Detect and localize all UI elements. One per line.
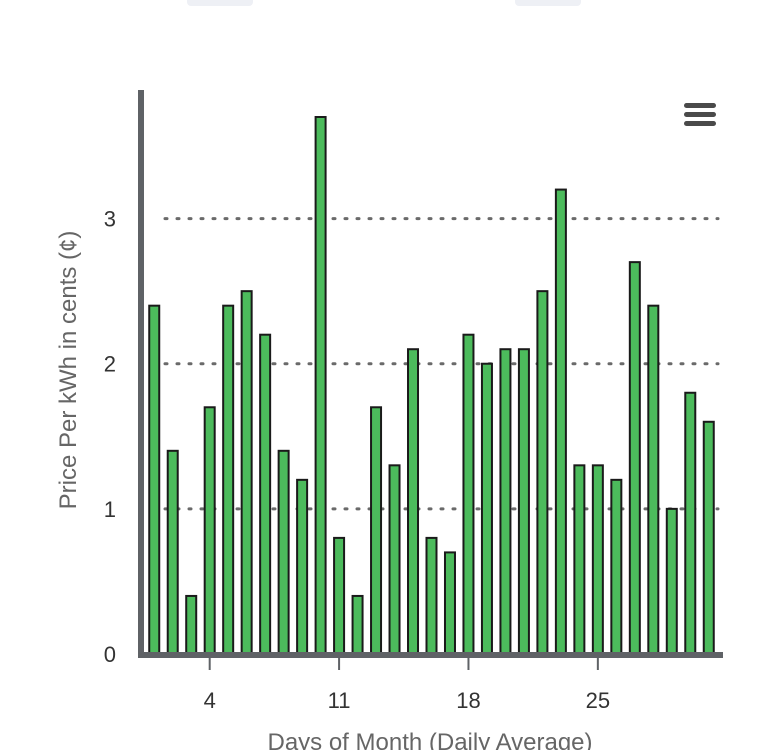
bar-day-23[interactable]	[554, 188, 567, 655]
bar-day-11[interactable]	[333, 536, 346, 656]
x-axis-title: Days of Month (Daily Average)	[267, 729, 592, 750]
bar-day-24[interactable]	[573, 464, 586, 655]
y-tick-label: 0	[104, 642, 116, 667]
bar-day-18[interactable]	[462, 333, 475, 655]
gridlines	[163, 217, 720, 511]
bar-day-22[interactable]	[536, 290, 549, 655]
bar-day-30[interactable]	[684, 391, 697, 655]
bar-day-17[interactable]	[443, 551, 456, 655]
x-tick-labels: 4 11 18 25	[204, 657, 610, 713]
bar-day-20[interactable]	[499, 348, 512, 655]
bar-day-28[interactable]	[647, 304, 660, 655]
bar-day-13[interactable]	[370, 406, 383, 655]
bar-day-16[interactable]	[425, 536, 438, 656]
bar-day-7[interactable]	[259, 333, 272, 655]
bar-day-14[interactable]	[388, 464, 401, 655]
hamburger-menu-icon[interactable]	[684, 103, 716, 129]
y-tick-label: 2	[104, 352, 116, 377]
x-tick-label: 11	[328, 688, 351, 713]
bar-day-8[interactable]	[277, 449, 290, 656]
bar-day-10[interactable]	[314, 116, 327, 655]
bar-day-6[interactable]	[240, 290, 253, 655]
bar-day-21[interactable]	[517, 348, 530, 655]
bar-day-29[interactable]	[665, 507, 678, 655]
bar-day-19[interactable]	[480, 362, 493, 655]
x-tick-label: 25	[586, 688, 610, 713]
bar-day-12[interactable]	[351, 594, 364, 655]
y-axis-title: Price Per kWh in cents (¢)	[55, 231, 82, 510]
y-tick-labels: 0 1 2 3	[104, 207, 116, 667]
bar-day-1[interactable]	[148, 304, 161, 655]
bar-day-2[interactable]	[166, 449, 179, 656]
bar-day-25[interactable]	[591, 464, 604, 655]
axes	[138, 90, 723, 658]
bar-day-26[interactable]	[610, 478, 623, 655]
x-tick-label: 4	[204, 688, 216, 713]
y-tick-label: 3	[104, 207, 116, 232]
top-tab-left[interactable]	[187, 0, 253, 6]
bar-day-27[interactable]	[628, 261, 641, 655]
bar-day-31[interactable]	[702, 420, 715, 655]
y-tick-label: 1	[104, 497, 116, 522]
x-tick-label: 18	[456, 688, 480, 713]
bars	[148, 116, 715, 656]
top-tab-right[interactable]	[515, 0, 581, 6]
bar-day-4[interactable]	[203, 406, 216, 655]
bar-day-9[interactable]	[296, 478, 309, 655]
bar-day-5[interactable]	[222, 304, 235, 655]
bar-day-3[interactable]	[185, 594, 198, 655]
bar-day-15[interactable]	[407, 348, 420, 655]
